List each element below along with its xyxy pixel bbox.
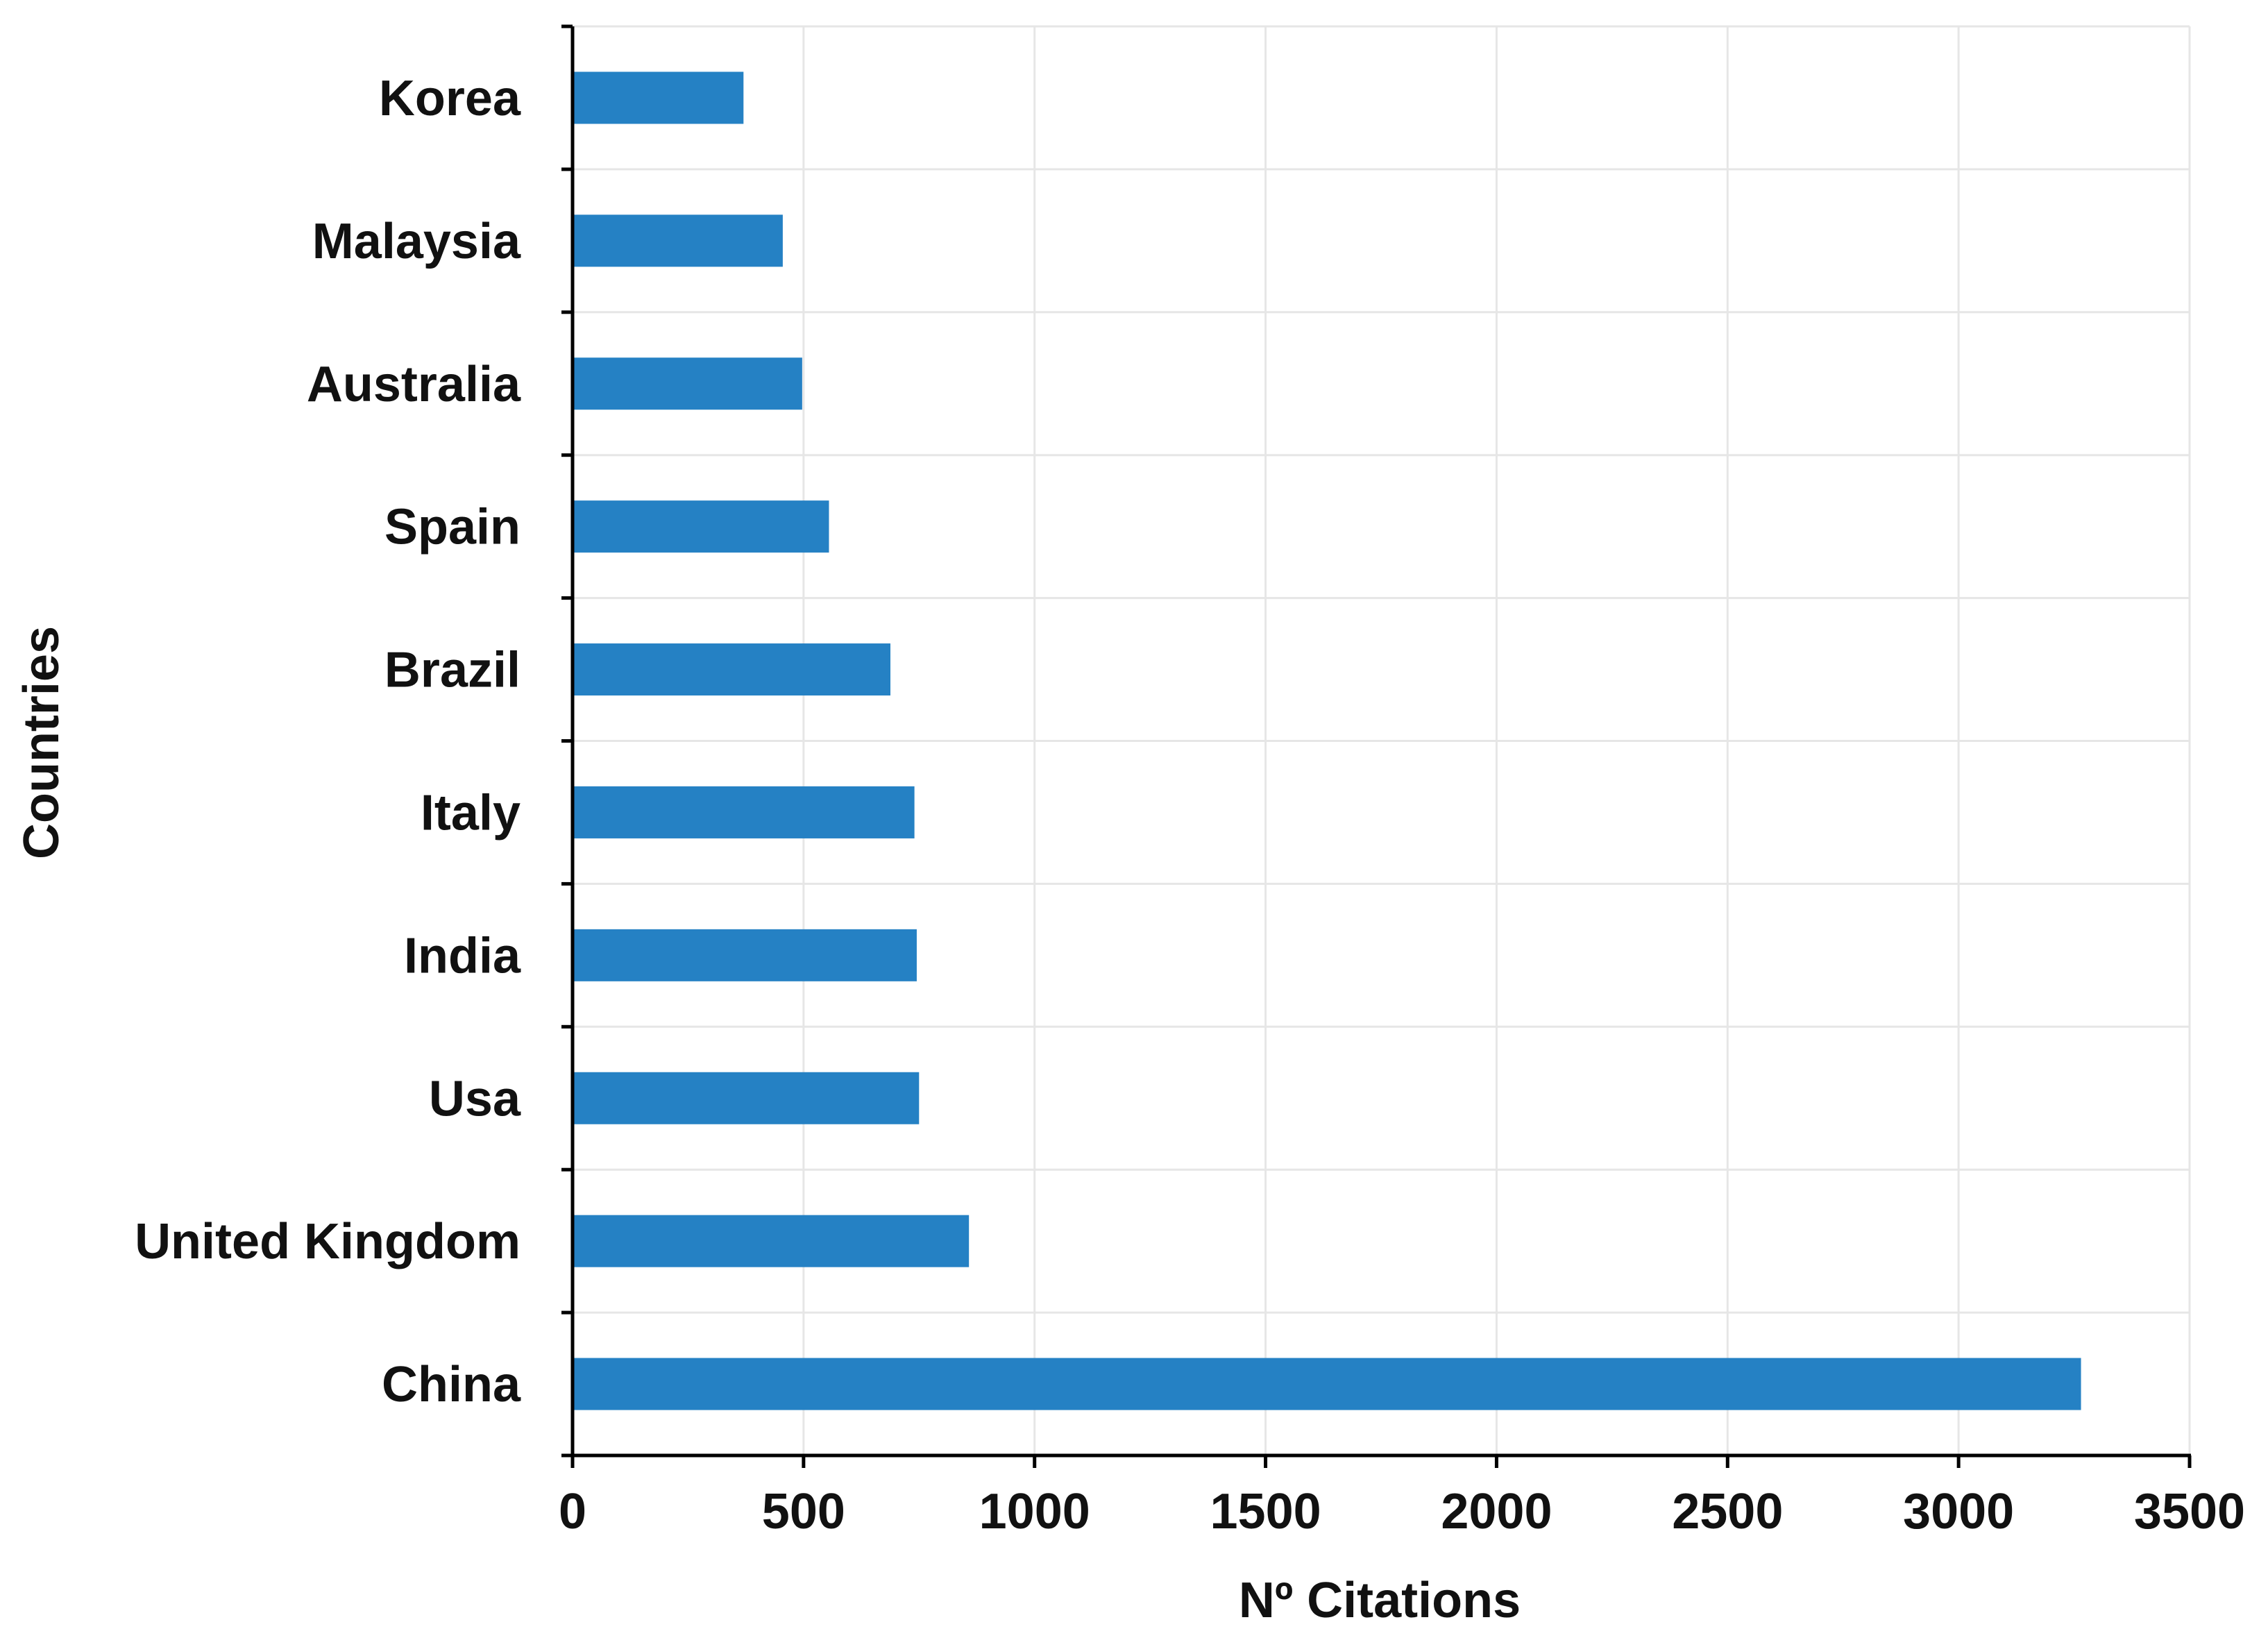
- x-tick-label: 2000: [1441, 1484, 1552, 1539]
- bar-malaysia: [573, 214, 783, 267]
- x-tick-label: 2500: [1672, 1484, 1783, 1539]
- bar-usa: [573, 1072, 920, 1124]
- bar-spain: [573, 500, 829, 553]
- bar-brazil: [573, 643, 891, 696]
- category-label: India: [404, 928, 521, 983]
- category-label: Malaysia: [312, 214, 521, 269]
- axes: [561, 24, 2192, 1468]
- category-label: United Kingdom: [135, 1214, 521, 1269]
- bar-australia: [573, 357, 802, 410]
- category-label: Australia: [307, 357, 521, 412]
- x-tick-label: 1000: [979, 1484, 1090, 1539]
- bar-united-kingdom: [573, 1215, 970, 1267]
- bars: [573, 71, 2081, 1410]
- x-tick-label: 3000: [1903, 1484, 2014, 1539]
- y-axis-title: Countries: [14, 626, 69, 859]
- x-tick-label: 1500: [1210, 1484, 1321, 1539]
- bar-italy: [573, 786, 915, 838]
- bar-china: [573, 1358, 2081, 1410]
- x-tick-label: 0: [559, 1484, 586, 1539]
- x-axis-title: Nº Citations: [1239, 1573, 1521, 1628]
- category-label: Korea: [379, 71, 521, 126]
- x-tick-label: 3500: [2134, 1484, 2245, 1539]
- category-label: China: [382, 1357, 521, 1412]
- bar-india: [573, 929, 917, 981]
- category-label: Usa: [429, 1071, 521, 1126]
- category-label: Brazil: [384, 643, 521, 698]
- grid-lines: [573, 25, 2191, 1455]
- labels: Korea Malaysia Australia Spain Brazil Italy In…: [135, 71, 2245, 1539]
- x-tick-label: 500: [762, 1484, 845, 1539]
- category-label: Spain: [384, 500, 521, 555]
- category-label: Italy: [421, 785, 521, 841]
- bar-korea: [573, 71, 744, 124]
